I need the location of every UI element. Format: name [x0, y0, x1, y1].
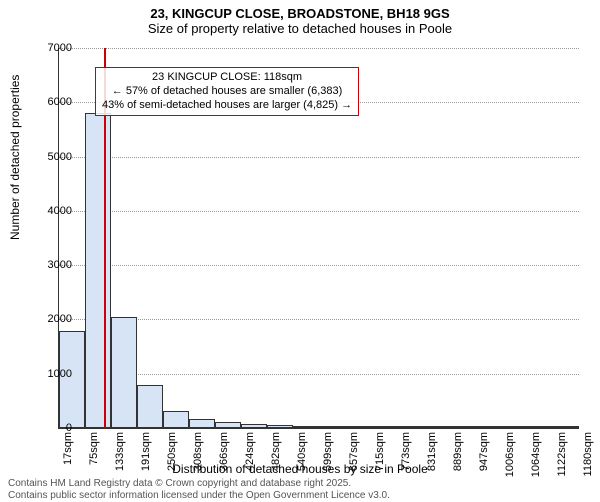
x-tick-label: 482sqm	[270, 432, 282, 471]
x-tick-label: 947sqm	[478, 432, 490, 471]
histogram-bar	[215, 422, 241, 428]
x-tick-label: 831sqm	[426, 432, 438, 471]
histogram-bar	[449, 426, 475, 428]
x-tick-label: 1006sqm	[504, 432, 516, 477]
grid-line	[59, 319, 579, 320]
x-tick-label: 17sqm	[62, 432, 74, 465]
x-tick-label: 1064sqm	[530, 432, 542, 477]
x-tick-label: 657sqm	[348, 432, 360, 471]
histogram-bar	[397, 426, 423, 428]
grid-line	[59, 265, 579, 266]
x-tick-label: 773sqm	[400, 432, 412, 471]
chart-title-block: 23, KINGCUP CLOSE, BROADSTONE, BH18 9GS …	[0, 0, 600, 36]
footer-line1: Contains HM Land Registry data © Crown c…	[8, 478, 390, 490]
annotation-box: 23 KINGCUP CLOSE: 118sqm← 57% of detache…	[95, 67, 359, 116]
grid-line	[59, 48, 579, 49]
x-tick-label: 889sqm	[452, 432, 464, 471]
chart-title: 23, KINGCUP CLOSE, BROADSTONE, BH18 9GS	[0, 6, 600, 21]
y-tick-label: 6000	[32, 96, 72, 108]
histogram-bar	[85, 113, 111, 428]
chart-subtitle: Size of property relative to detached ho…	[0, 21, 600, 36]
histogram-bar	[423, 426, 449, 428]
histogram-bar	[527, 426, 553, 428]
annotation-line3: 43% of semi-detached houses are larger (…	[102, 99, 352, 113]
histogram-bar	[137, 385, 163, 428]
y-tick-label: 3000	[32, 259, 72, 271]
x-tick-label: 540sqm	[296, 432, 308, 471]
histogram-bar	[293, 426, 319, 428]
x-tick-label: 715sqm	[374, 432, 386, 471]
histogram-bar	[189, 419, 215, 428]
x-tick-label: 191sqm	[140, 432, 152, 471]
histogram-bar	[475, 426, 501, 428]
x-tick-label: 1180sqm	[582, 432, 594, 476]
x-tick-label: 424sqm	[244, 432, 256, 471]
histogram-bar	[111, 317, 137, 428]
y-tick-label: 1000	[32, 368, 72, 380]
x-tick-label: 133sqm	[114, 432, 126, 471]
y-tick-label: 4000	[32, 205, 72, 217]
x-tick-label: 1122sqm	[556, 432, 568, 476]
y-tick-label: 5000	[32, 151, 72, 163]
grid-line	[59, 157, 579, 158]
histogram-bar	[553, 426, 579, 428]
annotation-line2: ← 57% of detached houses are smaller (6,…	[102, 85, 352, 99]
y-tick-label: 2000	[32, 313, 72, 325]
grid-line	[59, 211, 579, 212]
histogram-bar	[241, 424, 267, 428]
x-tick-label: 366sqm	[218, 432, 230, 471]
chart-footer: Contains HM Land Registry data © Crown c…	[8, 478, 390, 502]
y-axis-label: Number of detached properties	[8, 75, 22, 240]
x-tick-label: 75sqm	[88, 432, 100, 465]
x-tick-label: 250sqm	[166, 432, 178, 471]
chart-plot-area: 23 KINGCUP CLOSE: 118sqm← 57% of detache…	[58, 48, 579, 429]
x-tick-label: 599sqm	[322, 432, 334, 471]
histogram-bar	[501, 426, 527, 428]
grid-line	[59, 374, 579, 375]
y-tick-label: 7000	[32, 42, 72, 54]
histogram-bar	[371, 426, 397, 428]
x-tick-label: 308sqm	[192, 432, 204, 471]
footer-line2: Contains public sector information licen…	[8, 490, 390, 502]
histogram-bar	[267, 425, 293, 428]
histogram-bar	[163, 411, 189, 428]
annotation-line1: 23 KINGCUP CLOSE: 118sqm	[102, 71, 352, 85]
histogram-bar	[319, 426, 345, 428]
histogram-bar	[345, 426, 371, 428]
